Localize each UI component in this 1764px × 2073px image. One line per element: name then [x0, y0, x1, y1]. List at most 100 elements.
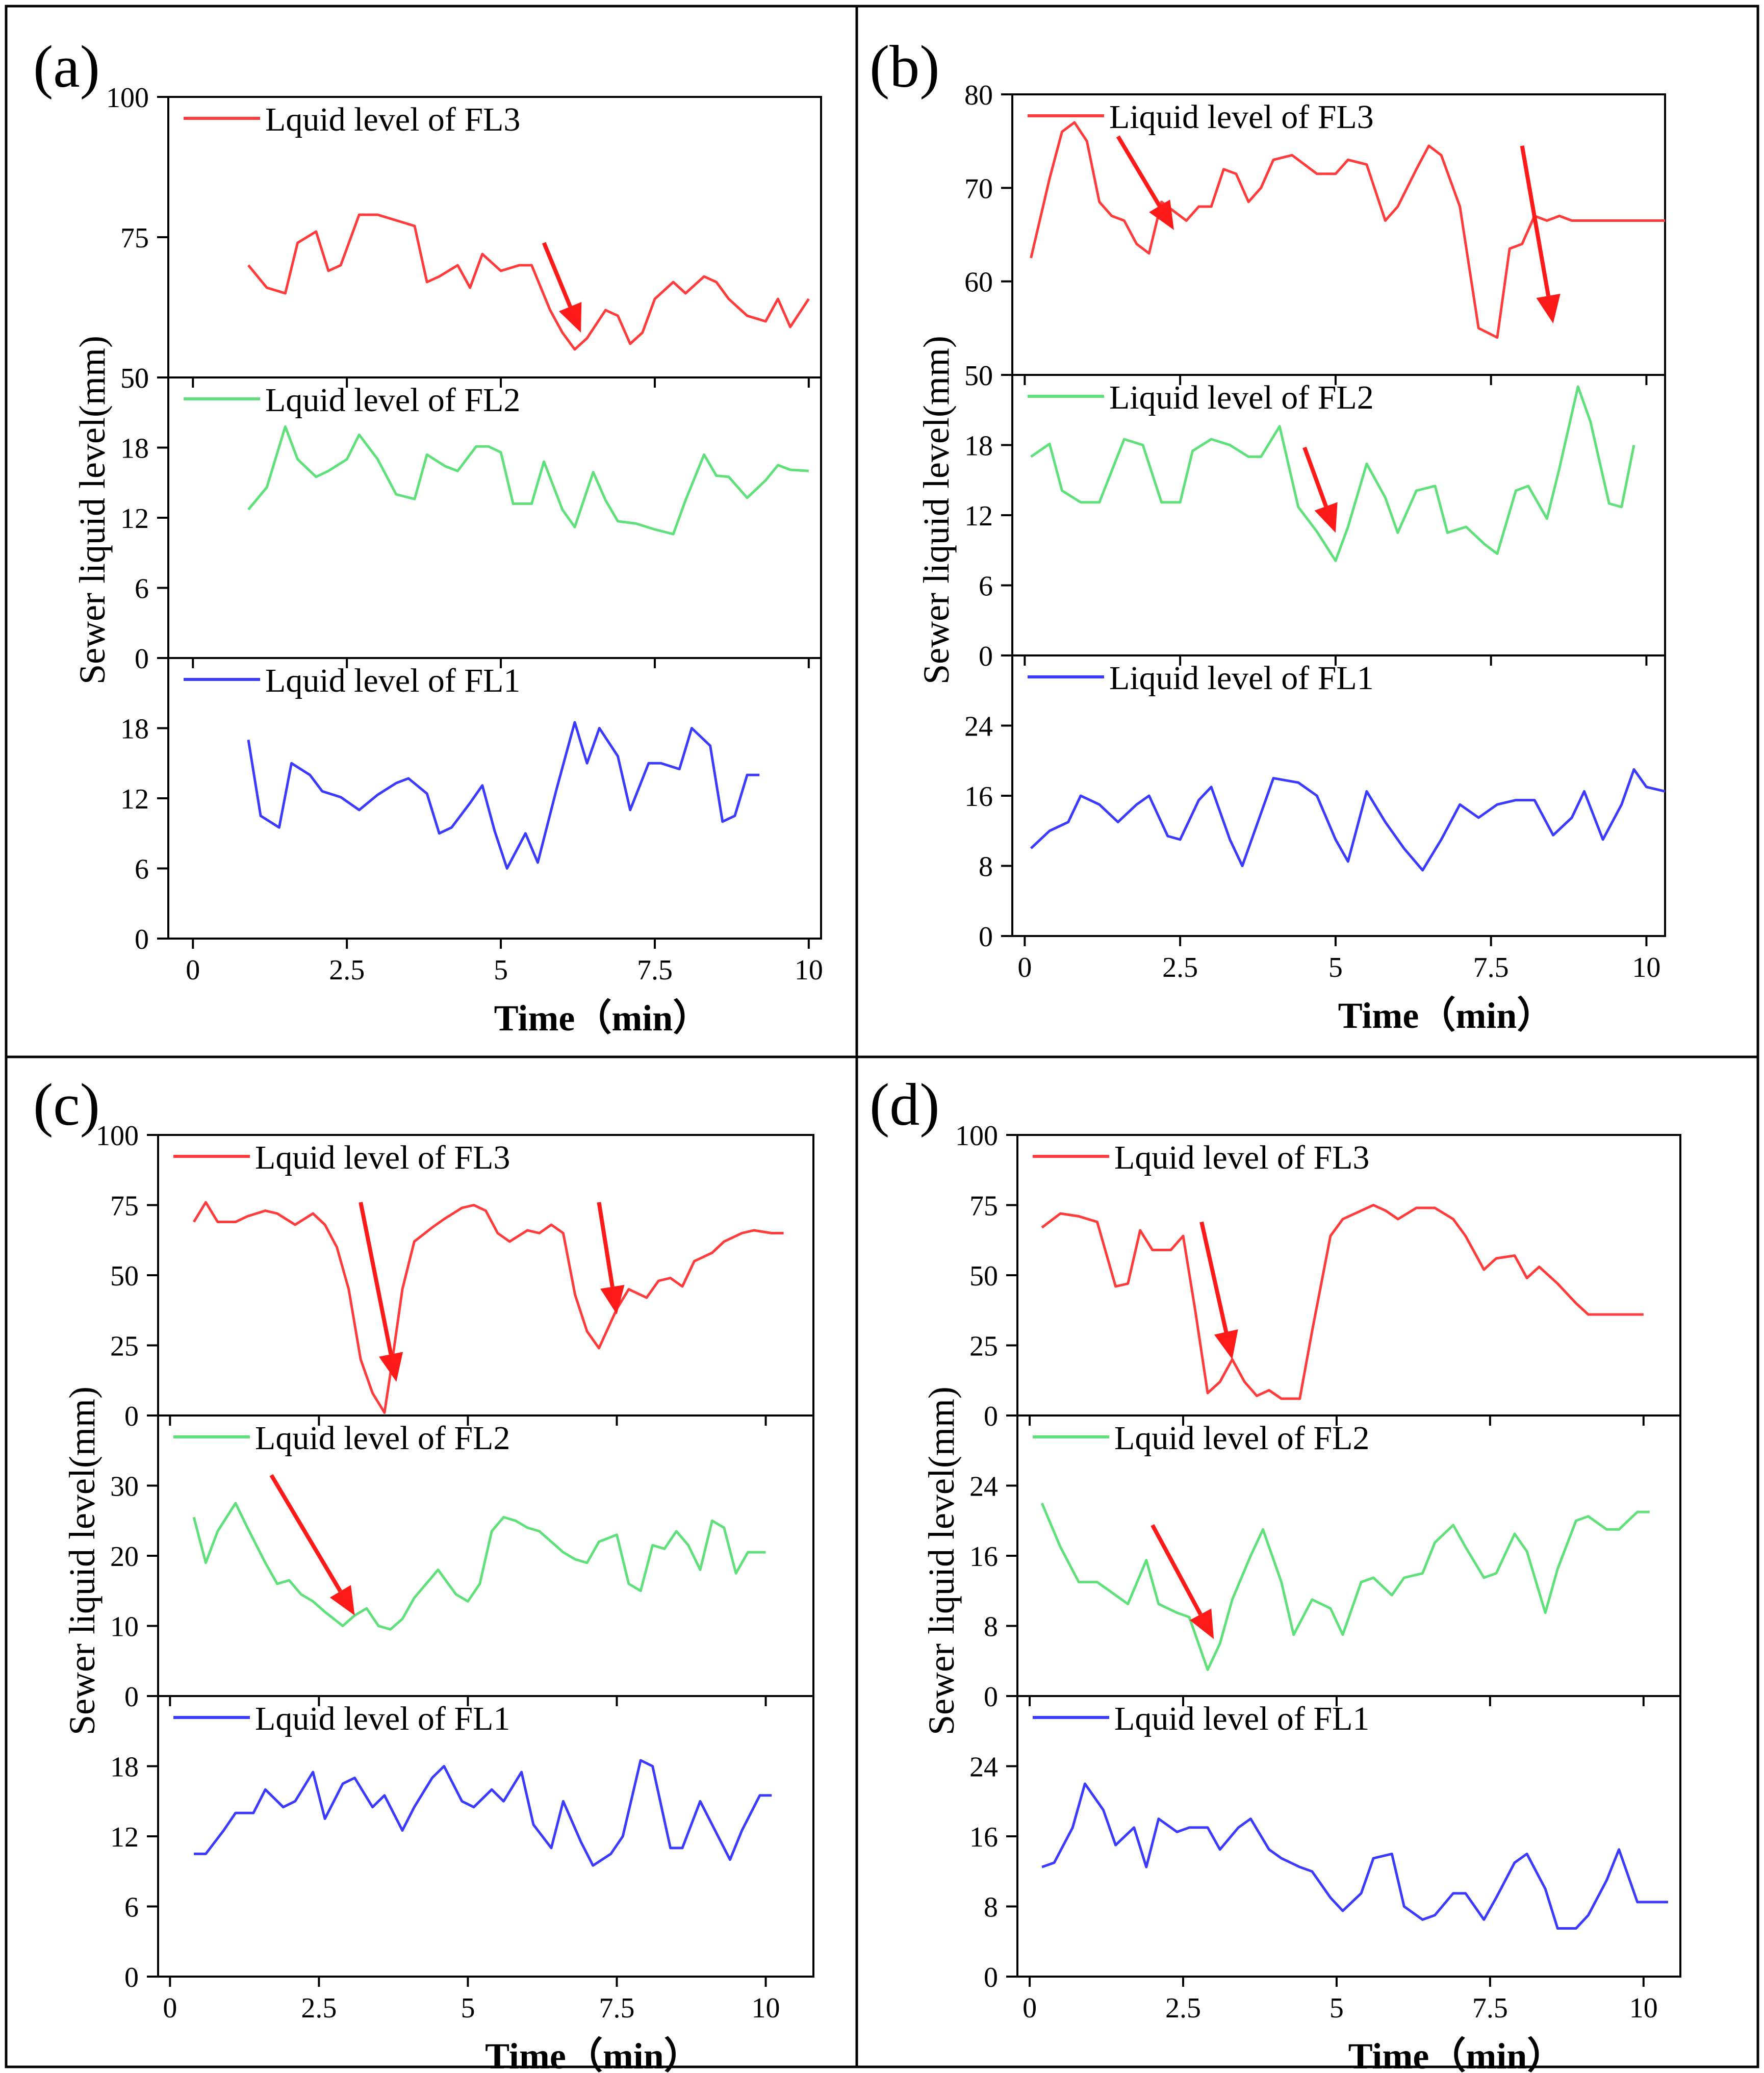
x-tick-label: 10: [1629, 1992, 1658, 2024]
series-line-FL2: [192, 1502, 766, 1631]
panel-b: (b)Sewer liquid level(mm) 50607080Liquid …: [870, 33, 1666, 1036]
subplot-FL1: 0 6 12 18 Lquid level of FL1: [120, 657, 822, 955]
y-tick-label: 80: [964, 80, 993, 111]
y-tick-label: 6: [124, 1892, 139, 1924]
y-tick-label: 0: [124, 1401, 139, 1432]
y-tick-label: 50: [120, 363, 149, 394]
annotation-arrow: [1520, 145, 1551, 296]
y-tick-label: 12: [964, 500, 993, 532]
series-line-FL3: [192, 1201, 784, 1414]
y-tick-label: 50: [120, 363, 149, 394]
annotation-arrow: [1116, 135, 1162, 207]
annotation-arrow: [597, 1202, 615, 1287]
y-tick-label: 24: [969, 1752, 998, 1783]
y-tick-label: 18: [120, 433, 149, 465]
y-tick-label: 50: [964, 360, 993, 392]
panel-c: (c)Sewer liquid level(mm) 0255075100Lquid…: [33, 1071, 814, 2073]
series-line-FL3: [1041, 1204, 1644, 1400]
y-tick-label: 50: [964, 360, 993, 392]
x-tick-label: 10: [1632, 952, 1660, 983]
y-tick-label: 0: [124, 1962, 139, 1993]
y-tick-label: 50: [110, 1260, 139, 1292]
x-tick-label: 5: [461, 1992, 475, 2024]
x-tick-label: 2.5: [329, 954, 365, 986]
subplot-FL3: 0 25 50 75 100 Lquid level of FL3: [96, 1120, 814, 1432]
y-tick-label: 24: [969, 1471, 998, 1503]
annotation-arrow: [269, 1474, 342, 1592]
y-tick-label: 8: [984, 1611, 998, 1643]
y-tick-label: 75: [110, 1191, 139, 1222]
series-line-FL2: [1040, 1502, 1650, 1671]
y-tick-label: 75: [969, 1191, 998, 1222]
panel-label: (c): [33, 1071, 100, 1138]
series-line-FL1: [1041, 1782, 1668, 1930]
x-tick-label: 5: [494, 954, 508, 986]
y-axis-label: Sewer liquid level(mm): [921, 1386, 962, 1735]
subplot-FL2: 0 6 12 18 50 Liquid level of FL2: [964, 360, 1666, 672]
y-tick-label: 20: [110, 1541, 139, 1573]
legend-label-FL1: Lquid level of FL1: [1114, 1700, 1369, 1737]
subplot-FL2: 0 10 20 30 Lquid level of FL2: [110, 1414, 814, 1713]
legend-label-FL2: Lquid level of FL2: [255, 1420, 510, 1457]
y-tick-label: 25: [969, 1331, 998, 1362]
legend-label-FL2: Liquid level of FL2: [1109, 379, 1374, 416]
annotation-arrow-head: [558, 302, 582, 333]
x-tick-label: 7.5: [1473, 952, 1509, 983]
panel-label: (a): [33, 33, 100, 100]
annotation-arrow-head: [1314, 502, 1338, 533]
y-tick-label: 18: [964, 431, 993, 462]
x-tick-label: 10: [752, 1992, 780, 2024]
annotation-arrow-head: [600, 1284, 625, 1314]
x-tick-label: 0: [1017, 952, 1032, 983]
legend-label-FL1: Lquid level of FL1: [265, 662, 520, 699]
panel-label: (d): [870, 1071, 940, 1138]
annotation-arrow-head: [329, 1585, 355, 1615]
y-axis-label: Sewer liquid level(mm): [62, 1386, 103, 1735]
y-tick-label: 8: [979, 851, 993, 883]
annotation-arrow: [1302, 446, 1328, 508]
x-tick-label: 2.5: [1162, 952, 1198, 983]
series-line-FL1: [247, 721, 760, 870]
y-tick-label: 10: [110, 1611, 139, 1643]
subplot-FL1: 0 6 12 18 Lquid level of FL1: [110, 1695, 814, 1993]
y-tick-label: 0: [984, 1401, 998, 1432]
x-tick-label: 0: [163, 1992, 177, 2024]
y-tick-label: 6: [135, 573, 149, 605]
y-tick-label: 50: [969, 1260, 998, 1292]
subplot-FL3: 0 25 50 75 100 Lquid level of FL3: [955, 1120, 1681, 1432]
x-tick-label: 5: [1330, 1992, 1344, 2024]
x-tick-label: 0: [1022, 1992, 1037, 2024]
y-tick-label: 60: [964, 267, 993, 298]
subplot-FL2: 0 6 12 18 50 Lquid level of FL2: [120, 363, 822, 675]
y-tick-label: 75: [120, 222, 149, 254]
x-tick-label: 0: [186, 954, 200, 986]
outer-border: [5, 5, 1759, 2068]
subplot-FL3: 50 75 100 Lquid level of FL3: [106, 82, 822, 394]
annotation-arrow: [1199, 1221, 1229, 1333]
legend-label-FL1: Liquid level of FL1: [1109, 660, 1374, 697]
annotation-arrow: [1151, 1524, 1203, 1615]
x-axis-label: Time（min）: [1348, 2036, 1564, 2073]
x-tick-label: 2.5: [1165, 1992, 1201, 2024]
series-line-FL1: [194, 1759, 772, 1867]
y-tick-label: 100: [955, 1120, 998, 1152]
subplot-FL3: 50 60 70 80 Liquid level of FL3: [964, 80, 1666, 392]
y-tick-label: 6: [135, 854, 149, 886]
y-tick-label: 0: [135, 643, 149, 675]
y-tick-label: 16: [969, 1541, 998, 1573]
y-tick-label: 100: [106, 82, 149, 114]
y-tick-label: 0: [984, 1681, 998, 1713]
y-tick-label: 18: [120, 714, 149, 745]
y-tick-label: 8: [984, 1892, 998, 1924]
annotation-arrow-head: [1214, 1329, 1238, 1359]
x-tick-label: 5: [1328, 952, 1343, 983]
x-tick-label: 7.5: [1472, 1992, 1508, 2024]
legend-label-FL2: Lquid level of FL2: [265, 382, 520, 419]
series-line-FL2: [1030, 385, 1635, 562]
subplot-FL1: 0 8 16 24 Lquid level of FL1: [969, 1695, 1681, 1993]
x-axis-label: Time（min）: [1338, 995, 1554, 1036]
annotation-arrow: [359, 1202, 393, 1355]
annotation-arrow-head: [1536, 293, 1561, 324]
